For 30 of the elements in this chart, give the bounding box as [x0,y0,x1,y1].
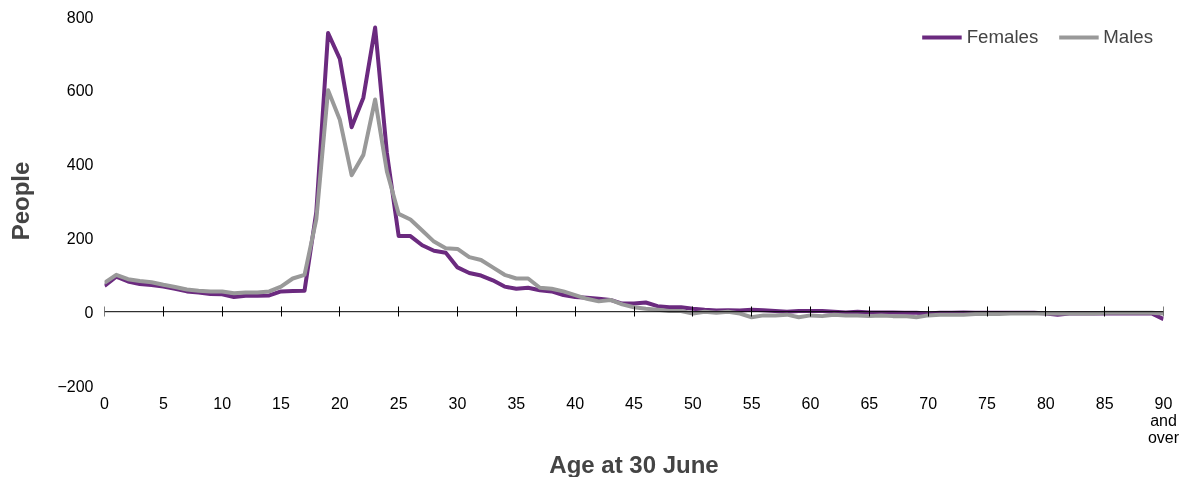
x-tick-label: 75 [978,394,996,412]
y-tick-label: −200 [57,377,94,395]
x-tick-label: 35 [507,394,526,412]
x-tick-label: 90 and over [1147,394,1180,446]
y-tick-label: 200 [66,229,94,247]
y-tick-label: 0 [84,303,94,321]
x-tick-label: 85 [1095,394,1114,412]
x-tick-label: 50 [683,394,702,412]
x-tick-label: 30 [448,394,467,412]
x-tick-label: 25 [389,394,408,412]
x-tick-label: 80 [1036,394,1055,412]
x-tick-label: 45 [625,394,643,412]
x-tick-label: 40 [566,394,585,412]
legend-label: Females [966,26,1039,48]
x-tick-label: 5 [158,394,168,412]
line-series [104,88,1164,320]
x-tick-label: 10 [213,394,232,412]
legend-label: Males [1103,26,1153,48]
x-tick-label: 20 [330,394,349,412]
x-tick-label: 60 [801,394,820,412]
x-tick-label: 65 [860,394,879,412]
x-tick-label: 0 [100,394,110,412]
y-tick-label: 600 [66,82,94,100]
y-tick-label: 400 [66,156,94,174]
x-tick-label: 55 [742,394,761,412]
x-axis-title: Age at 30 June [549,450,719,477]
y-tick-label: 800 [66,8,94,26]
x-tick-label: 15 [272,394,290,412]
y-axis-title: People [7,161,35,241]
x-tick-label: 70 [919,394,938,412]
